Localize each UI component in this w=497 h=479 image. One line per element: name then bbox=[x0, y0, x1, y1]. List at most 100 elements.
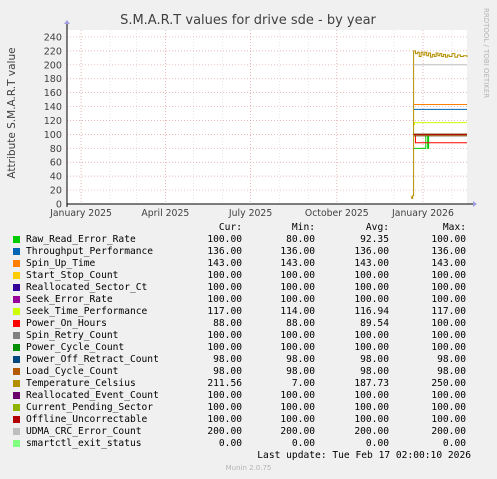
legend-max-value: 100.00 bbox=[431, 330, 466, 341]
chart-title: S.M.A.R.T values for drive sde - by year bbox=[120, 13, 376, 28]
y-tick-label: 40 bbox=[50, 172, 62, 183]
legend-max-value: 98.00 bbox=[437, 354, 466, 365]
legend-avg-value: 92.35 bbox=[360, 234, 389, 245]
legend-cur-value: 100.00 bbox=[207, 402, 242, 413]
legend-cur-value: 100.00 bbox=[207, 330, 242, 341]
y-axis-arrow bbox=[64, 20, 70, 24]
x-tick-label: October 2025 bbox=[305, 208, 369, 219]
y-tick-label: 80 bbox=[50, 144, 62, 155]
legend-min-value: 143.00 bbox=[280, 258, 315, 269]
legend-cur-value: 143.00 bbox=[207, 258, 242, 269]
legend-min-value: 98.00 bbox=[286, 366, 315, 377]
legend-series-name: Seek_Time_Performance bbox=[26, 306, 148, 317]
legend-avg-value: 100.00 bbox=[354, 402, 389, 413]
legend-min-value: 100.00 bbox=[280, 390, 315, 401]
legend-max-value: 100.00 bbox=[431, 402, 466, 413]
legend-series-name: Spin_Retry_Count bbox=[26, 330, 119, 341]
legend-series-name: Raw_Read_Error_Rate bbox=[26, 234, 136, 245]
legend-max-value: 143.00 bbox=[431, 258, 466, 269]
plot-area bbox=[67, 30, 467, 204]
legend-avg-value: 100.00 bbox=[354, 390, 389, 401]
legend-max-value: 100.00 bbox=[431, 294, 466, 305]
x-tick-label: January 2025 bbox=[49, 208, 112, 219]
legend-row: smartctl_exit_status 0.00 0.00 0.00 0.00 bbox=[10, 438, 480, 450]
legend-cur-value: 100.00 bbox=[207, 282, 242, 293]
axes bbox=[64, 20, 477, 207]
legend-avg-value: 100.00 bbox=[354, 270, 389, 281]
legend-max-value: 100.00 bbox=[431, 282, 466, 293]
legend-row: Load_Cycle_Count 98.00 98.00 98.00 98.00 bbox=[10, 366, 480, 378]
x-tick-label: April 2025 bbox=[141, 208, 189, 219]
y-axis-label: Attribute S.M.A.R.T value bbox=[6, 47, 18, 178]
legend-max-value: 100.00 bbox=[431, 390, 466, 401]
legend-swatch bbox=[13, 248, 20, 255]
legend-min-value: 136.00 bbox=[280, 246, 315, 257]
legend-row: Spin_Up_Time 143.00 143.00 143.00 143.00 bbox=[10, 258, 480, 270]
legend-swatch bbox=[13, 356, 20, 363]
legend-avg-value: 100.00 bbox=[354, 330, 389, 341]
legend-swatch bbox=[13, 308, 20, 315]
legend-cur-value: 100.00 bbox=[207, 234, 242, 245]
legend-series-name: Power_Off_Retract_Count bbox=[26, 354, 159, 365]
x-tick-label: January 2026 bbox=[391, 208, 454, 219]
legend-header-cur: Cur: bbox=[218, 222, 242, 233]
tick-labels: January 2025 April 2025 July 2025 October 2… bbox=[44, 32, 454, 219]
legend-min-value: 100.00 bbox=[280, 294, 315, 305]
series-line-temperature-celsius bbox=[410, 50, 468, 199]
legend-cur-value: 88.00 bbox=[213, 318, 242, 329]
legend-min-value: 114.00 bbox=[280, 306, 315, 317]
legend-header: Cur: Min: Avg: Max: bbox=[10, 222, 480, 234]
y-tick-label: 160 bbox=[44, 88, 62, 99]
legend-series-name: Seek_Error_Rate bbox=[26, 294, 113, 305]
legend-max-value: 100.00 bbox=[431, 234, 466, 245]
legend-swatch bbox=[13, 380, 20, 387]
legend-avg-value: 100.00 bbox=[354, 342, 389, 353]
legend-cur-value: 100.00 bbox=[207, 270, 242, 281]
legend-avg-value: 100.00 bbox=[354, 414, 389, 425]
legend-avg-value: 200.00 bbox=[354, 426, 389, 437]
legend-cur-value: 100.00 bbox=[207, 294, 242, 305]
legend-series-name: Current_Pending_Sector bbox=[26, 402, 154, 413]
legend-max-value: 100.00 bbox=[431, 414, 466, 425]
legend-max-value: 0.00 bbox=[442, 438, 466, 449]
y-tick-label: 100 bbox=[44, 130, 62, 141]
legend-swatch bbox=[13, 296, 20, 303]
legend-avg-value: 136.00 bbox=[354, 246, 389, 257]
legend-row: Start_Stop_Count 100.00 100.00 100.00 100.00 bbox=[10, 270, 480, 282]
legend-swatch bbox=[13, 404, 20, 411]
legend-avg-value: 0.00 bbox=[365, 438, 389, 449]
legend-swatch bbox=[13, 272, 20, 279]
legend-swatch bbox=[13, 320, 20, 327]
legend-min-value: 100.00 bbox=[280, 270, 315, 281]
y-tick-label: 200 bbox=[44, 60, 62, 71]
legend-series-name: Reallocated_Sector_Ct bbox=[26, 282, 148, 293]
legend-series-name: Power_On_Hours bbox=[26, 318, 107, 329]
legend-avg-value: 143.00 bbox=[354, 258, 389, 269]
rrdtool-credit: RRDTOOL / TOBI OETIKER bbox=[482, 8, 490, 99]
legend-min-value: 200.00 bbox=[280, 426, 315, 437]
legend-min-value: 80.00 bbox=[286, 234, 315, 245]
y-tick-label: 60 bbox=[50, 158, 62, 169]
y-tick-label: 180 bbox=[44, 74, 62, 85]
legend-cur-value: 100.00 bbox=[207, 342, 242, 353]
legend-series-name: smartctl_exit_status bbox=[26, 438, 142, 449]
legend-cur-value: 100.00 bbox=[207, 390, 242, 401]
legend-max-value: 117.00 bbox=[431, 306, 466, 317]
legend-series-name: Throughput_Performance bbox=[26, 246, 154, 257]
legend-row: Spin_Retry_Count 100.00 100.00 100.00 100.00 bbox=[10, 330, 480, 342]
legend-swatch bbox=[13, 344, 20, 351]
legend-avg-value: 116.94 bbox=[354, 306, 389, 317]
legend-swatch bbox=[13, 416, 20, 423]
legend-header-min: Min: bbox=[291, 222, 315, 233]
munin-version: Munin 2.0.75 bbox=[225, 464, 272, 472]
legend-swatch bbox=[13, 440, 20, 447]
legend-swatch bbox=[13, 368, 20, 375]
legend-avg-value: 187.73 bbox=[354, 378, 389, 389]
legend-series-name: Spin_Up_Time bbox=[26, 258, 96, 269]
legend-cur-value: 200.00 bbox=[207, 426, 242, 437]
legend-row: UDMA_CRC_Error_Count 200.00 200.00 200.00 20… bbox=[10, 426, 480, 438]
legend-cur-value: 98.00 bbox=[213, 354, 242, 365]
legend-min-value: 88.00 bbox=[286, 318, 315, 329]
legend-max-value: 98.00 bbox=[437, 366, 466, 377]
